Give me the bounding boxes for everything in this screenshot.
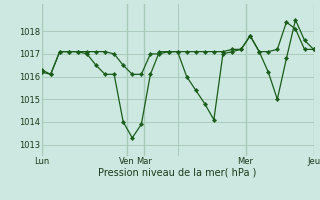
X-axis label: Pression niveau de la mer( hPa ): Pression niveau de la mer( hPa )	[99, 168, 257, 178]
